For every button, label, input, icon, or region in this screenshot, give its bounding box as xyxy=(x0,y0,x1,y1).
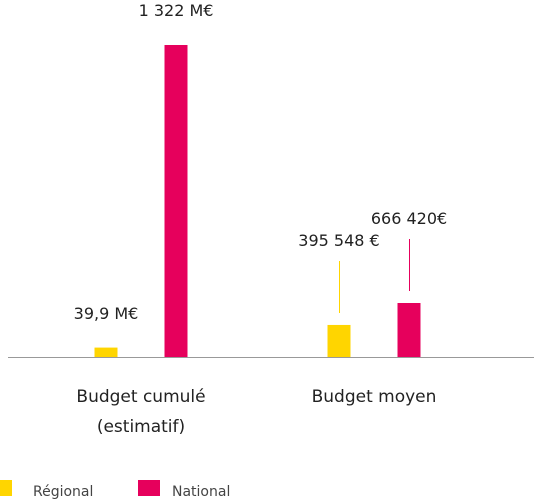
value-label: 666 420€ xyxy=(370,209,448,228)
category-label: Budget moyen xyxy=(311,387,437,407)
value-label: 39,9 M€ xyxy=(73,303,139,323)
legend-label: National xyxy=(172,484,231,500)
legend-swatch xyxy=(138,480,160,496)
legend-label: Régional xyxy=(33,484,94,500)
bar xyxy=(327,324,351,357)
bar xyxy=(164,45,188,357)
category-label: Budget cumulé (estimatif) xyxy=(76,387,206,437)
bar xyxy=(397,303,421,357)
value-label: 395 548 € xyxy=(298,230,380,250)
value-label: 1 322 M€ xyxy=(138,1,214,20)
legend-swatch xyxy=(0,480,12,496)
bar xyxy=(94,347,118,357)
